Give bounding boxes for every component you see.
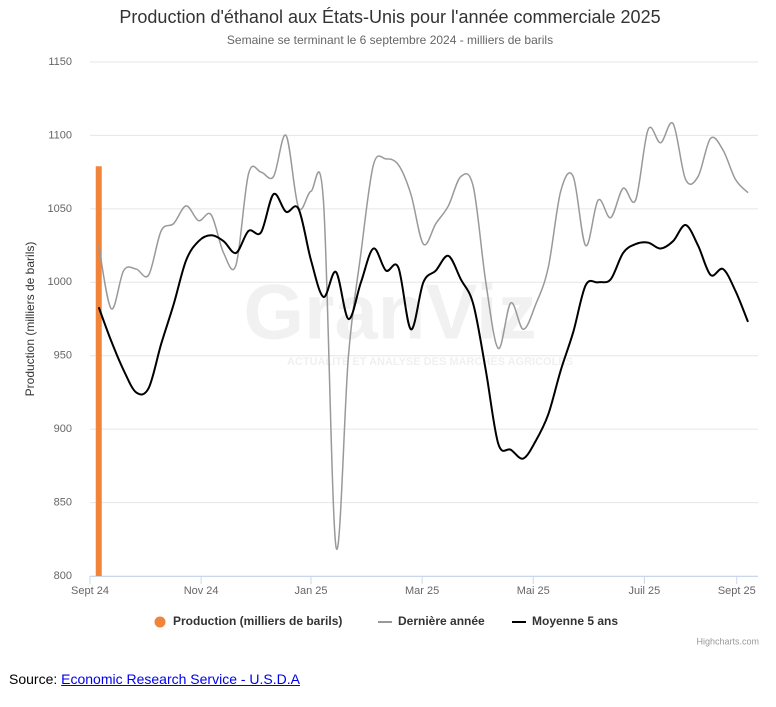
legend-label[interactable]: Moyenne 5 ans xyxy=(532,614,618,628)
series-line xyxy=(98,121,749,551)
x-tick-label: Mai 25 xyxy=(517,585,550,597)
y-axis-title: Production (milliers de barils) xyxy=(23,242,37,397)
legend-symbol[interactable] xyxy=(154,616,166,628)
credits: Highcharts.com xyxy=(696,636,759,646)
y-tick-label: 1000 xyxy=(48,276,72,288)
watermark: GranViz xyxy=(243,268,536,356)
x-tick-label: Sept 25 xyxy=(718,585,756,597)
y-tick-label: 900 xyxy=(54,423,72,435)
x-tick-label: Jan 25 xyxy=(294,585,327,597)
chart-title: Production d'éthanol aux États-Unis pour… xyxy=(119,7,660,27)
x-tick-label: Sept 24 xyxy=(71,585,109,597)
bar xyxy=(95,166,102,577)
footer: Source: Economic Research Service - U.S.… xyxy=(9,671,300,687)
y-tick-label: 950 xyxy=(54,350,72,362)
legend-label[interactable]: Production (milliers de barils) xyxy=(173,614,342,628)
series-line xyxy=(97,192,749,460)
y-tick-label: 1050 xyxy=(48,203,72,215)
y-tick-label: 1150 xyxy=(48,56,72,68)
chart-subtitle: Semaine se terminant le 6 septembre 2024… xyxy=(227,33,553,47)
x-tick-label: Nov 24 xyxy=(184,585,219,597)
y-tick-label: 850 xyxy=(54,496,72,508)
chart: Production d'éthanol aux États-Unis pour… xyxy=(23,7,759,647)
y-tick-label: 1100 xyxy=(48,129,72,141)
watermark-tagline: ACTUALITÉ ET ANALYSE DES MARCHÉS AGRICOL… xyxy=(287,355,573,368)
x-tick-label: Mar 25 xyxy=(405,585,439,597)
x-tick-label: Juil 25 xyxy=(628,585,660,597)
source-link[interactable]: Economic Research Service - U.S.D.A xyxy=(61,671,300,687)
legend-label[interactable]: Dernière année xyxy=(398,614,485,628)
source-label: Source: xyxy=(9,671,58,687)
y-tick-label: 800 xyxy=(54,570,72,582)
